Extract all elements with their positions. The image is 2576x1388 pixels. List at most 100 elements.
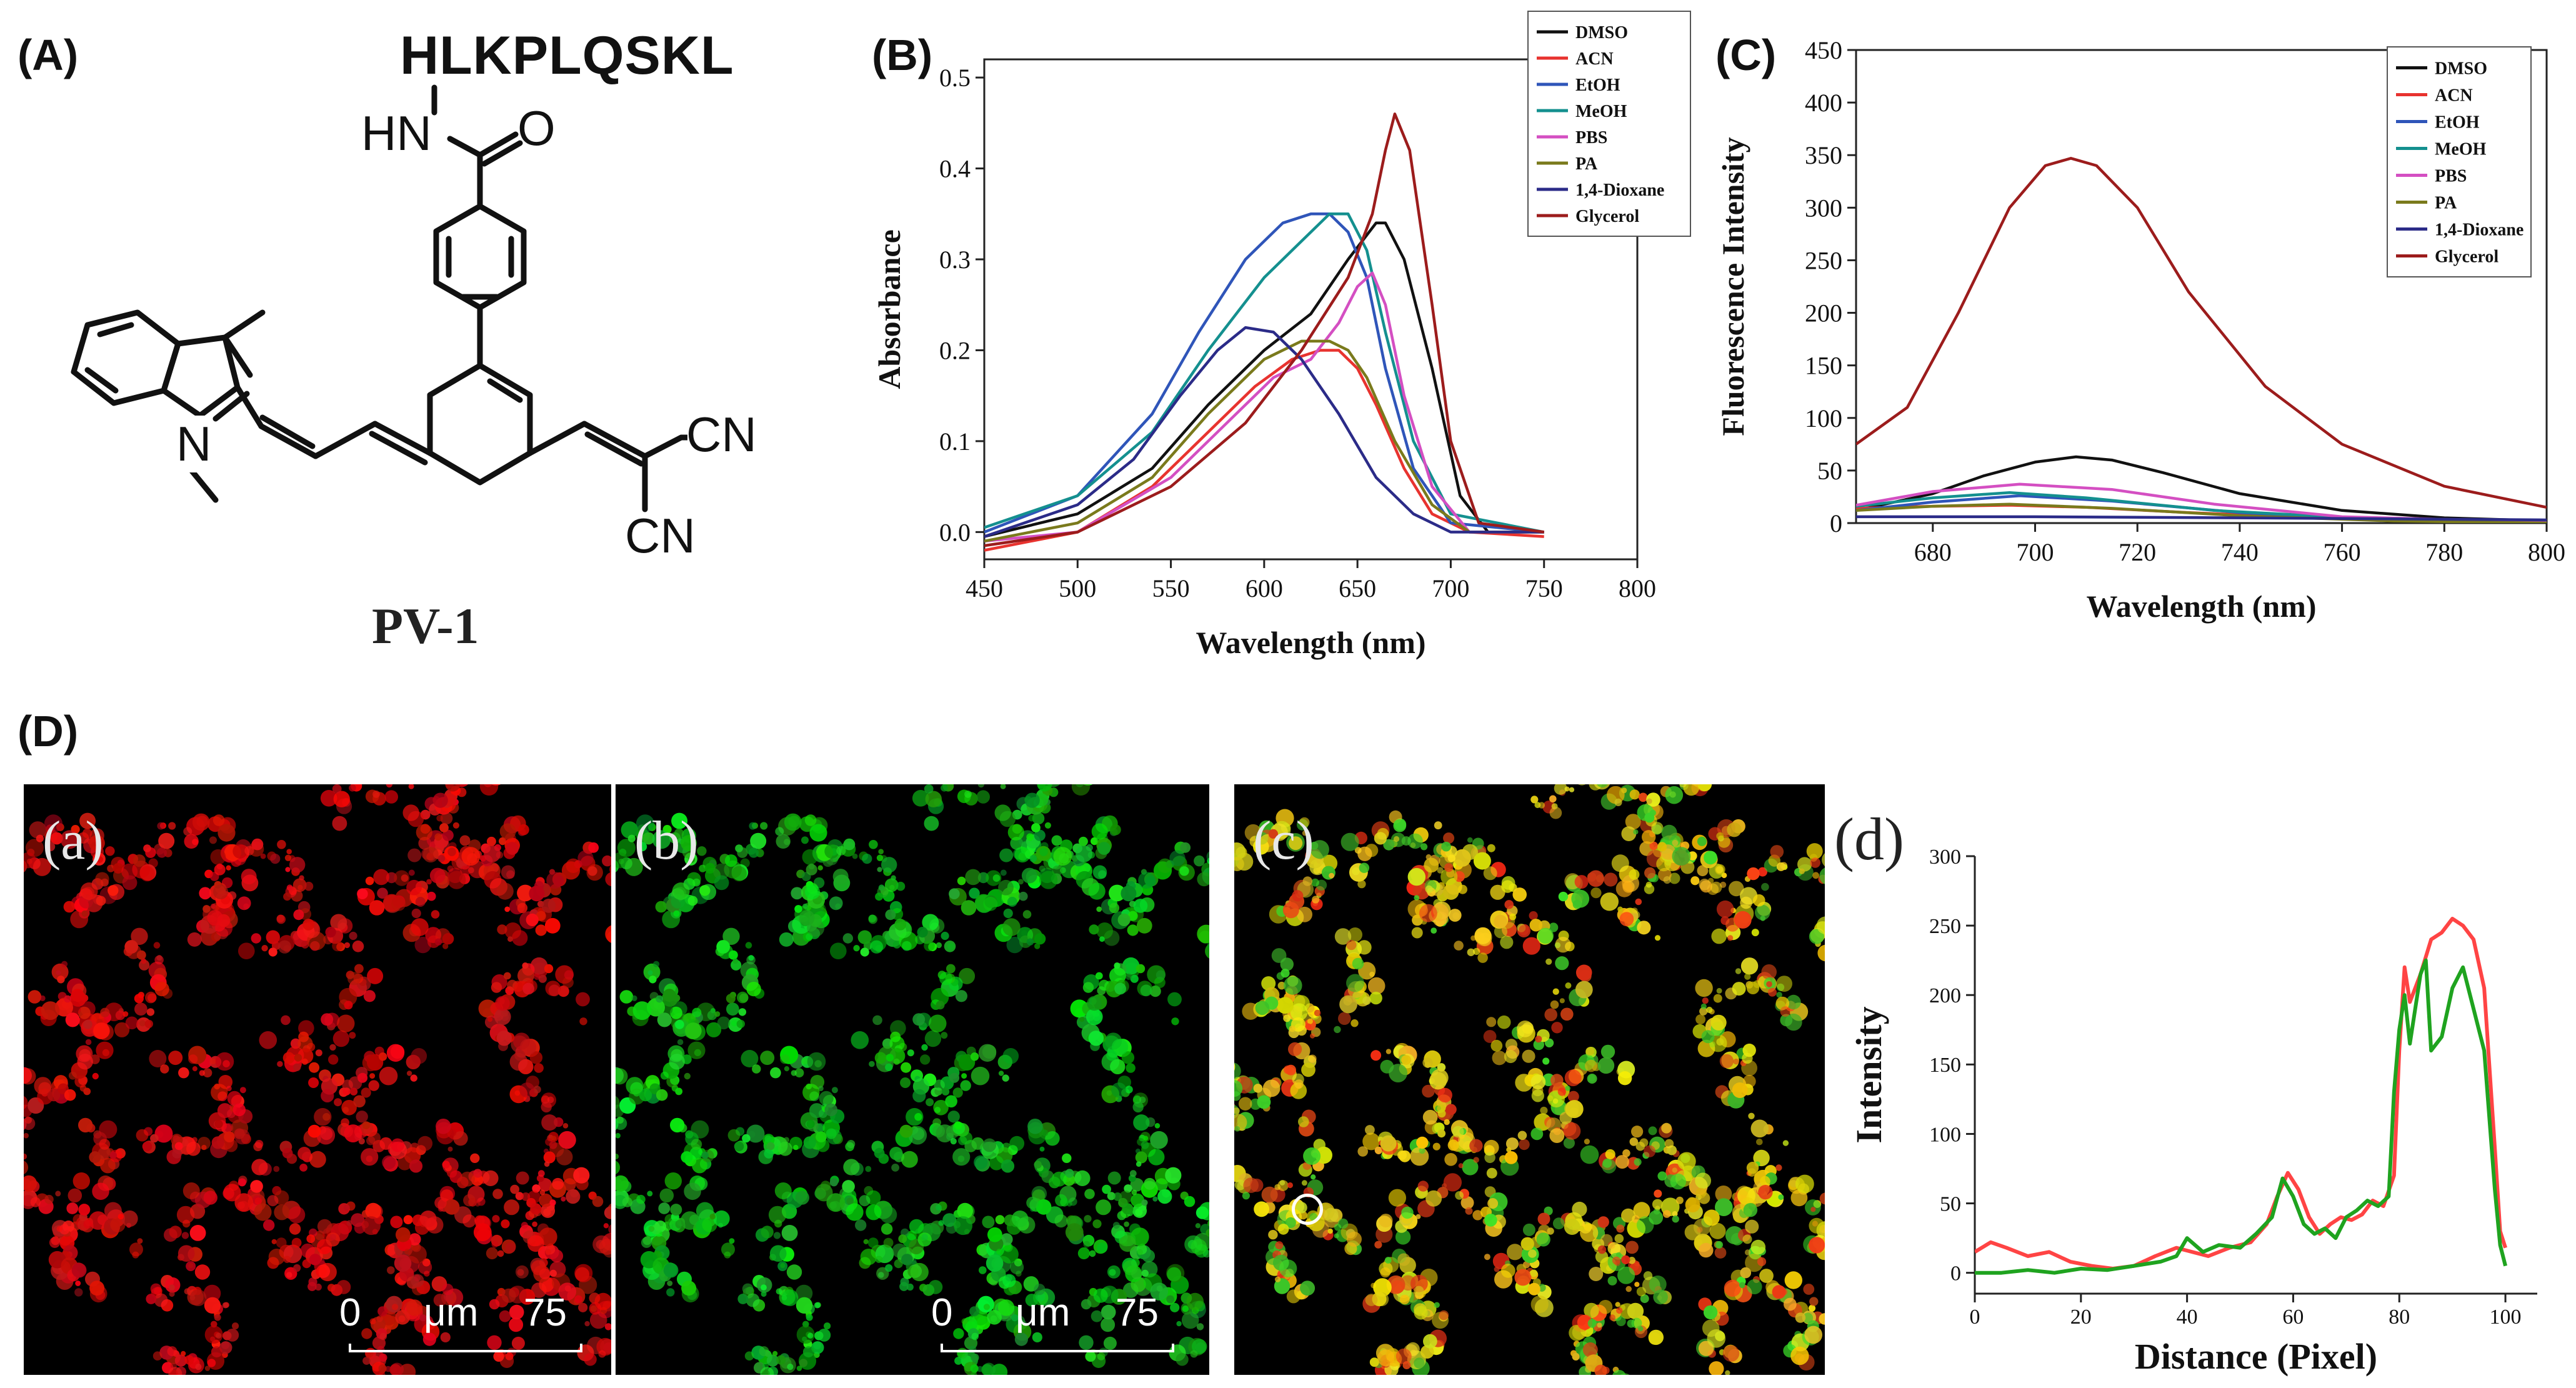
cell — [394, 1186, 516, 1307]
x-tick-label-20: 20 — [2070, 1306, 2092, 1329]
cell — [830, 914, 976, 1053]
bond-n-c — [447, 136, 483, 158]
bond-c-o — [477, 131, 519, 158]
y-tick-label-4: 200 — [1929, 984, 1961, 1007]
atom-hn: HN — [361, 106, 432, 161]
cell — [121, 813, 259, 947]
cell — [1362, 1274, 1449, 1375]
atom-n: N — [176, 416, 212, 472]
legend-label-dmso: DMSO — [2435, 59, 2487, 78]
series-line-acn — [984, 349, 1544, 552]
x-axis-label: Distance (Pixel) — [2135, 1336, 2377, 1377]
cell — [1432, 1039, 1570, 1179]
cell — [519, 1167, 611, 1267]
legend-label-pa: PA — [1575, 154, 1598, 174]
chemical-structure — [71, 84, 687, 512]
x-tick-label-100: 100 — [2490, 1306, 2522, 1329]
scale-start-b: 0 — [931, 1291, 953, 1334]
x-tick-label-550: 550 — [1152, 574, 1190, 602]
cell — [24, 1096, 126, 1214]
legend-label-meoh: MeOH — [1575, 102, 1627, 121]
fluorescence-plot-area: 680 700 720 740 760 780 800 0 50 100 150 200 250 300 3… — [1715, 36, 2565, 624]
cell — [616, 1096, 717, 1214]
cell — [402, 851, 537, 954]
y-tick-label-0: 0.0 — [939, 518, 971, 546]
cell — [1374, 1173, 1515, 1303]
series-line-pa — [1856, 502, 2547, 523]
scale-end-a: 75 — [524, 1291, 567, 1334]
cell — [1079, 1257, 1207, 1368]
cell — [756, 1176, 897, 1302]
x-tick-label-680: 680 — [1914, 538, 1952, 566]
panel-d-label: (D) — [17, 707, 79, 756]
cell — [340, 1044, 464, 1173]
cell — [791, 838, 906, 937]
peptide-sequence: HLKPLQSKL — [400, 26, 734, 86]
x-tick-label-450: 450 — [966, 574, 1003, 602]
plot-frame — [1855, 49, 2548, 524]
y-axis-label: Absorbance — [872, 229, 907, 389]
y-tick-label-1: 0.1 — [939, 427, 971, 456]
scale-bar-b — [942, 1350, 1173, 1352]
series-line-pbs — [1856, 482, 2547, 523]
micrograph-a-label: (a) — [42, 811, 104, 871]
panel-b-label: (B) — [872, 31, 933, 79]
cell — [1266, 1202, 1362, 1304]
cell — [1261, 927, 1385, 1037]
roi-circle — [1292, 1194, 1323, 1225]
y-tick-label-0: 0 — [1830, 509, 1842, 537]
scale-bar-a — [350, 1350, 581, 1352]
atom-cn-1: CN — [686, 407, 757, 462]
legend-label-acn: ACN — [1575, 49, 1614, 69]
x-tick-label-800: 800 — [1619, 574, 1656, 602]
compound-name: PV-1 — [372, 597, 479, 654]
cell — [1454, 911, 1593, 1051]
fluorescence-chart: 680 700 720 740 760 780 800 0 50 100 150 200 250 300 3… — [1715, 36, 2565, 624]
cell — [1530, 784, 1665, 911]
cell — [713, 813, 851, 947]
legend-label-meoh: MeOH — [2435, 139, 2487, 159]
cell — [953, 1296, 1042, 1375]
cell — [932, 1044, 1056, 1173]
cell — [806, 1036, 949, 1176]
intensity-profile-chart: 0 20 40 60 80 100 0 50 100 150 200 250 300 Distance (… — [1834, 806, 2537, 1377]
cell — [1234, 987, 1317, 1112]
panel-c-label: (C) — [1715, 31, 1777, 79]
cell — [1547, 1044, 1673, 1174]
micrograph-merge: (c) — [1234, 784, 1825, 1375]
y-tick-label-3: 0.3 — [939, 246, 971, 274]
cell — [986, 1186, 1108, 1307]
cell — [616, 990, 706, 1114]
x-tick-label-60: 60 — [2282, 1306, 2304, 1329]
cell — [199, 838, 314, 937]
legend-label-glycerol: Glycerol — [2435, 247, 2499, 266]
series-line-meoh — [984, 212, 1545, 534]
cell — [1024, 784, 1121, 866]
bond-c-o-double — [481, 140, 523, 167]
profile-title: (d) — [1834, 806, 1904, 872]
cell — [478, 957, 590, 1074]
x-axis-label: Wavelength (nm) — [2086, 589, 2316, 624]
cell — [48, 1202, 143, 1303]
cell — [1340, 810, 1472, 939]
x-tick-label-40: 40 — [2177, 1306, 2198, 1329]
micrograph-b-label: (b) — [634, 811, 699, 871]
series-line-1-4-dioxane — [1856, 515, 2547, 522]
scale-start-a: 0 — [339, 1291, 361, 1334]
series-line-pbs — [984, 271, 1544, 543]
legend-label-1-4-dioxane: 1,4-Dioxane — [1575, 181, 1664, 200]
cell — [1117, 841, 1209, 959]
y-tick-label-3: 150 — [1805, 352, 1842, 380]
legend-label-pa: PA — [2435, 193, 2457, 212]
series-line-glycerol — [1856, 157, 2547, 509]
atom-cn-2: CN — [625, 508, 696, 563]
legend-label-pbs: PBS — [2435, 166, 2467, 186]
cell — [1234, 809, 1338, 926]
y-tick-label-5: 0.5 — [939, 64, 971, 92]
legend-label-etoh: EtOH — [1575, 76, 1620, 95]
absorbance-chart: 450 500 550 600 650 700 750 800 0.0 0.1 0.2 0.3 0.4 0… — [872, 11, 1691, 660]
x-tick-label-720: 720 — [2119, 538, 2156, 566]
cell — [526, 841, 611, 944]
cell — [994, 851, 1129, 954]
cell — [1734, 843, 1825, 962]
